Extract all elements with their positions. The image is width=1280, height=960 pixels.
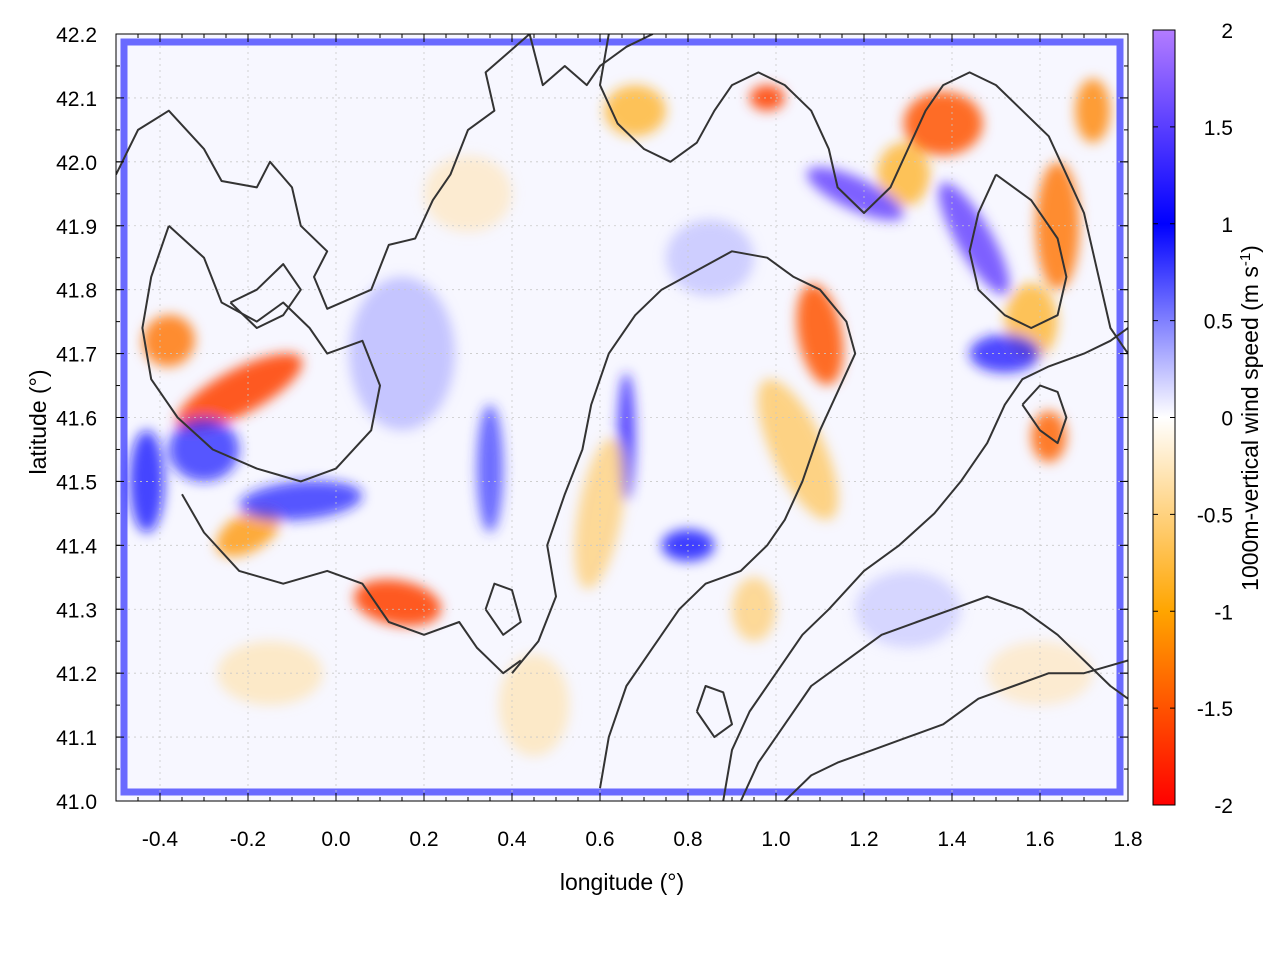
colorbar-tick-label: 0.5 bbox=[1204, 311, 1233, 334]
field-feature-5 bbox=[239, 480, 363, 521]
field-feature-23 bbox=[574, 437, 626, 590]
colorbar-tick-label: 0 bbox=[1221, 408, 1233, 431]
x-tick-label: 1.6 bbox=[1025, 828, 1054, 851]
colorbar-title-superscript: -1 bbox=[1237, 253, 1254, 266]
y-tick-label: 41.2 bbox=[56, 663, 97, 686]
field-feature-16 bbox=[749, 85, 785, 111]
y-axis-ticks: 41.0 41.1 41.2 41.3 41.4 41.5 41.6 41.7 41.8 41.9… bbox=[56, 24, 1128, 814]
x-tick-label: 0.0 bbox=[321, 828, 350, 851]
y-tick-label: 41.8 bbox=[56, 280, 97, 303]
colorbar-tick-label: -1 bbox=[1214, 601, 1233, 624]
contour-level-1-path-0 bbox=[116, 34, 531, 310]
contour-level-6-path-1 bbox=[229, 263, 302, 329]
contour-level-4-path-1 bbox=[784, 659, 1128, 801]
field-feature-15 bbox=[604, 85, 666, 137]
colorbar-tick-label: -1.5 bbox=[1197, 698, 1233, 721]
contour-level-4-path-0 bbox=[739, 595, 1128, 801]
contour-level-3-path-0 bbox=[511, 250, 857, 789]
field-feature-3 bbox=[354, 579, 442, 627]
x-tick-label: 1.8 bbox=[1113, 828, 1142, 851]
contour-level-2-path-1 bbox=[181, 493, 522, 675]
colorbar-tick-label: 1.5 bbox=[1204, 117, 1233, 140]
y-tick-label: 42.2 bbox=[56, 24, 97, 47]
y-tick-label: 41.9 bbox=[56, 216, 97, 239]
y-tick-label: 41.6 bbox=[56, 408, 97, 431]
x-axis-title: longitude (°) bbox=[560, 869, 684, 895]
contour-level-3-path-1 bbox=[722, 327, 1128, 801]
colorbar: 2 1.5 1 0.5 0 -0.5 -1 -1.5 -2 1000m-vertical win… bbox=[1152, 20, 1264, 818]
x-tick-label: 0.2 bbox=[409, 828, 438, 851]
field-feature-7 bbox=[796, 283, 844, 385]
colorbar-tick-label: 2 bbox=[1221, 20, 1233, 43]
x-tick-label: 0.4 bbox=[497, 828, 527, 851]
x-tick-label: -0.4 bbox=[142, 828, 179, 851]
colorbar-title-close: ) bbox=[1237, 245, 1263, 253]
x-tick-label: 1.0 bbox=[761, 828, 790, 851]
x-axis-ticks: -0.4 -0.2 0.0 0.2 0.4 0.6 0.8 1.0 1.2 1.4 1.6 1.8 bbox=[115, 34, 1143, 851]
y-tick-label: 41.7 bbox=[56, 344, 97, 367]
colorbar-tick-label: 1 bbox=[1221, 214, 1233, 237]
y-tick-label: 41.0 bbox=[56, 791, 97, 814]
y-tick-label: 41.5 bbox=[56, 471, 97, 494]
y-tick-label: 41.3 bbox=[56, 599, 97, 622]
field-feature-29 bbox=[217, 641, 323, 706]
field-feature-1 bbox=[142, 314, 195, 367]
colorbar-tick-label: -0.5 bbox=[1197, 504, 1233, 527]
field-feature-22 bbox=[476, 404, 504, 533]
x-tick-label: -0.2 bbox=[230, 828, 266, 851]
x-tick-label: 1.2 bbox=[849, 828, 878, 851]
colorbar-title: 1000m-vertical wind speed (m s-1) bbox=[1237, 245, 1264, 591]
field-feature-27 bbox=[666, 219, 754, 297]
contour-level-5-path-1 bbox=[968, 173, 1068, 329]
y-tick-label: 42.1 bbox=[56, 88, 97, 111]
field-feature-17 bbox=[806, 167, 904, 221]
field-feature-0 bbox=[176, 353, 303, 431]
x-tick-label: 1.4 bbox=[937, 828, 967, 851]
field-feature-11 bbox=[1035, 161, 1080, 290]
grid-layer bbox=[116, 34, 1128, 801]
field-feature-4 bbox=[168, 417, 240, 482]
y-tick-label: 41.1 bbox=[56, 727, 97, 750]
contour-level-1-path-1 bbox=[528, 34, 654, 87]
x-tick-label: 0.8 bbox=[673, 828, 702, 851]
colorbar-title-base: 1000m-vertical wind speed (m s bbox=[1237, 266, 1263, 591]
field-feature-25 bbox=[498, 653, 570, 757]
contour-level-2-path-0 bbox=[141, 225, 381, 483]
field-feature-26 bbox=[349, 276, 455, 431]
contour-level-6-path-3 bbox=[695, 685, 733, 739]
colorbar-ticks: 2 1.5 1 0.5 0 -0.5 -1 -1.5 -2 bbox=[1153, 20, 1233, 818]
field-feature-18 bbox=[938, 182, 1010, 295]
x-tick-label: 0.6 bbox=[585, 828, 614, 851]
contour-level-6-path-0 bbox=[1021, 384, 1068, 445]
field-feature-13 bbox=[1075, 78, 1111, 143]
y-tick-label: 41.4 bbox=[56, 535, 97, 558]
y-tick-label: 42.0 bbox=[56, 152, 97, 175]
field-feature-8 bbox=[757, 379, 839, 520]
plot-area: -0.4 -0.2 0.0 0.2 0.4 0.6 0.8 1.0 1.2 1.4 1.6 1.8 4… bbox=[56, 24, 1142, 851]
contour-layer bbox=[116, 34, 1128, 801]
field-feature-10 bbox=[877, 142, 930, 207]
contour-level-5-path-0 bbox=[599, 34, 1128, 355]
field-feature-9 bbox=[903, 91, 983, 156]
field-feature-28 bbox=[424, 155, 512, 233]
colorbar-tick-label: -2 bbox=[1214, 795, 1233, 818]
y-axis-title: latitude (°) bbox=[25, 369, 51, 474]
contour-level-6-path-2 bbox=[484, 582, 522, 636]
